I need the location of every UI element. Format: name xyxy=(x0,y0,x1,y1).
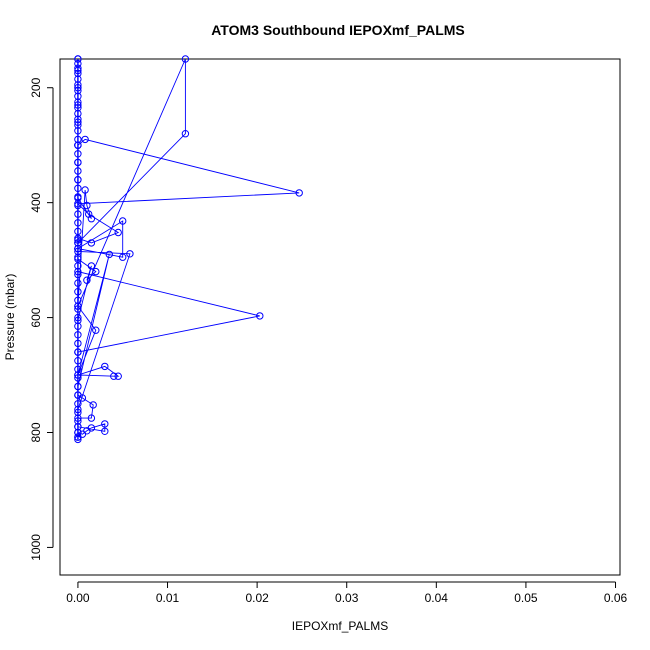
data-point xyxy=(89,401,97,409)
x-tick-label: 0.02 xyxy=(245,591,269,605)
data-point xyxy=(87,239,96,247)
data-point xyxy=(119,217,127,225)
data-point xyxy=(114,228,122,237)
data-point xyxy=(81,186,89,194)
y-axis: 200 400 600 800 1000 xyxy=(29,77,54,561)
data-point xyxy=(119,253,127,261)
data-point xyxy=(110,372,118,380)
data-point xyxy=(105,250,114,259)
data-marks xyxy=(74,55,303,444)
data-point xyxy=(181,55,190,63)
y-axis-label: Pressure (mbar) xyxy=(3,274,17,361)
plot-area-frame xyxy=(59,58,621,576)
data-point xyxy=(92,326,100,334)
y-tick-label: 600 xyxy=(29,307,43,327)
data-point xyxy=(92,267,100,276)
data-point xyxy=(87,262,96,270)
data-point xyxy=(295,189,303,197)
data-point xyxy=(83,201,91,210)
data-point xyxy=(126,250,134,258)
data-point xyxy=(181,130,190,138)
x-axis-label: IEPOXmf_PALMS xyxy=(292,619,388,633)
y-tick-label: 200 xyxy=(29,77,43,97)
y-tick-label: 400 xyxy=(29,192,43,212)
x-tick-label: 0.00 xyxy=(66,591,90,605)
data-point xyxy=(87,414,96,422)
series-line xyxy=(76,58,300,438)
data-point xyxy=(87,215,96,223)
x-tick-label: 0.05 xyxy=(514,591,538,605)
x-tick-label: 0.03 xyxy=(335,591,359,605)
x-axis: 0.00 0.01 0.02 0.03 0.04 0.05 0.06 xyxy=(66,581,628,605)
x-tick-label: 0.01 xyxy=(156,591,180,605)
y-tick-label: 1000 xyxy=(29,534,43,561)
y-tick-label: 800 xyxy=(29,422,43,442)
data-point xyxy=(87,424,96,432)
x-tick-label: 0.04 xyxy=(425,591,449,605)
data-point xyxy=(114,372,122,380)
data-point xyxy=(101,427,109,435)
data-point xyxy=(101,362,109,371)
data-point xyxy=(81,135,89,144)
data-point xyxy=(256,312,264,320)
x-tick-label: 0.06 xyxy=(604,591,628,605)
chart-title: ATOM3 Southbound IEPOXmf_PALMS xyxy=(211,22,465,38)
data-point xyxy=(83,276,91,284)
data-point xyxy=(101,420,109,428)
